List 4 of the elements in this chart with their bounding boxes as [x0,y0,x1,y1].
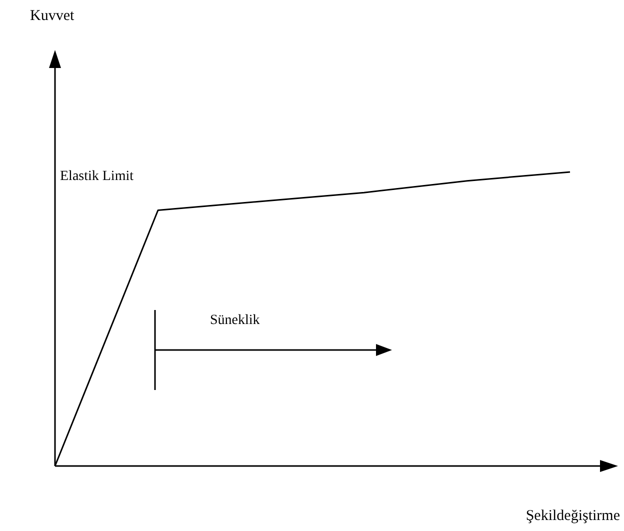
annotation: Süneklik [210,313,260,328]
x-axis-title: Şekildeğiştirme [526,508,620,524]
annotation: Elastik Limit [60,169,134,184]
text: Kuvvet [30,8,75,24]
